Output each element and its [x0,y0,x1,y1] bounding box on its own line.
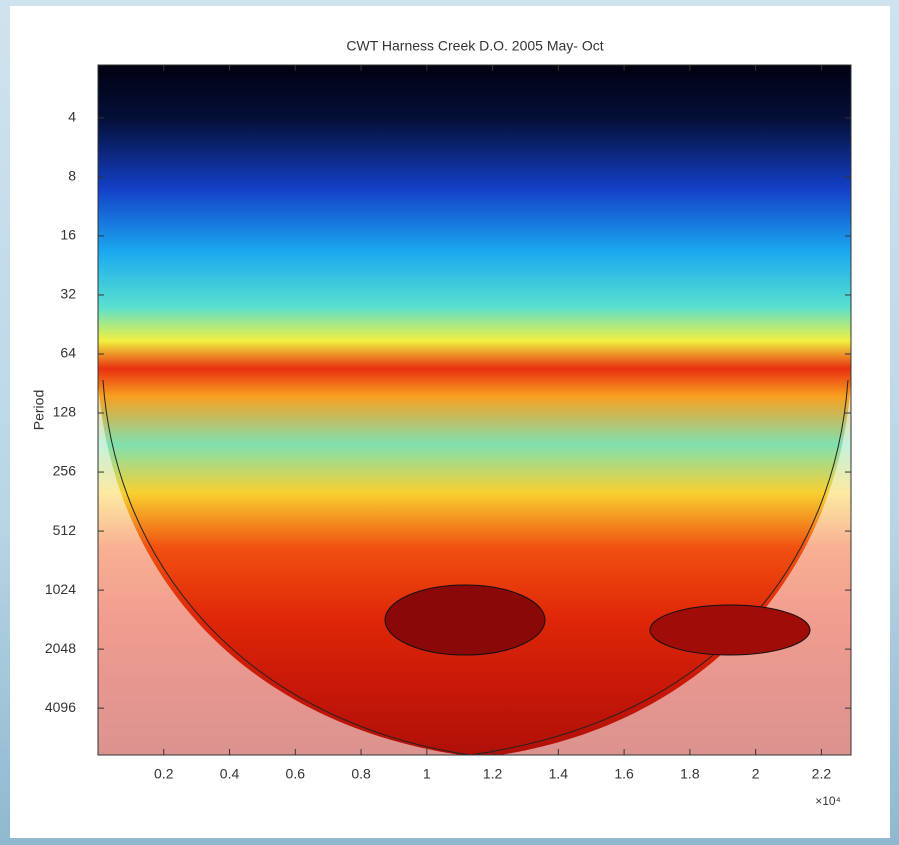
y-tick-label: 512 [53,522,77,538]
y-tick-label: 2048 [45,640,76,656]
y-tick-label: 128 [53,404,77,420]
x-tick-label: 0.4 [220,766,240,782]
x-tick-label: 0.6 [286,766,306,782]
x-tick-label: 1.8 [680,766,700,782]
x-exponent-label: ×10⁴ [815,794,841,808]
x-tick-label: 1.2 [483,766,503,782]
y-tick-label: 4 [68,109,76,125]
y-tick-label: 16 [60,227,76,243]
y-tick-label: 1024 [45,581,76,597]
plot-frame [97,64,852,756]
y-tick-label: 4096 [45,699,76,715]
x-tick-label: 1 [423,766,431,782]
x-tick-label: 0.8 [351,766,371,782]
y-tick-label: 256 [53,463,77,479]
plot-area [97,64,852,756]
significance-contour [384,584,546,656]
cone-shade-right [500,380,851,755]
y-axis-label: Period [31,390,47,430]
cone-shade-left [98,380,460,755]
y-tick-label: 32 [60,286,76,302]
x-tick-label: 1.4 [549,766,569,782]
y-tick-label: 8 [68,168,76,184]
chart-title: CWT Harness Creek D.O. 2005 May- Oct [346,38,603,54]
x-tick-label: 2 [752,766,760,782]
y-tick-label: 64 [60,345,76,361]
x-tick-label: 1.6 [614,766,634,782]
x-tick-label: 2.2 [812,766,832,782]
x-tick-label: 0.2 [154,766,174,782]
significance-contour [649,604,811,656]
